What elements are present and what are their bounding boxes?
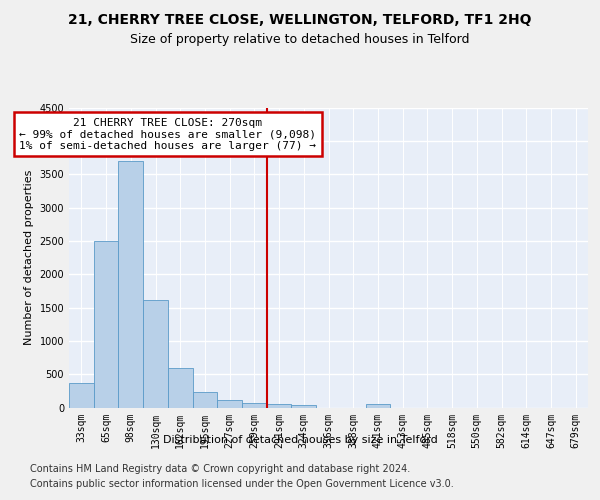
Bar [94,241,118,408]
Text: Contains public sector information licensed under the Open Government Licence v3: Contains public sector information licen… [30,479,454,489]
Bar [267,404,292,407]
Text: Distribution of detached houses by size in Telford: Distribution of detached houses by size … [163,435,437,445]
Bar [193,392,217,407]
Bar [69,383,94,407]
Bar [143,300,168,408]
Bar [217,400,242,407]
Text: 21, CHERRY TREE CLOSE, WELLINGTON, TELFORD, TF1 2HQ: 21, CHERRY TREE CLOSE, WELLINGTON, TELFO… [68,12,532,26]
Y-axis label: Number of detached properties: Number of detached properties [24,170,34,345]
Text: Contains HM Land Registry data © Crown copyright and database right 2024.: Contains HM Land Registry data © Crown c… [30,464,410,474]
Text: 21 CHERRY TREE CLOSE: 270sqm
← 99% of detached houses are smaller (9,098)
1% of : 21 CHERRY TREE CLOSE: 270sqm ← 99% of de… [19,118,316,151]
Bar [292,405,316,407]
Text: Size of property relative to detached houses in Telford: Size of property relative to detached ho… [130,32,470,46]
Bar [365,404,390,407]
Bar [242,403,267,407]
Bar [168,368,193,408]
Bar [118,161,143,408]
